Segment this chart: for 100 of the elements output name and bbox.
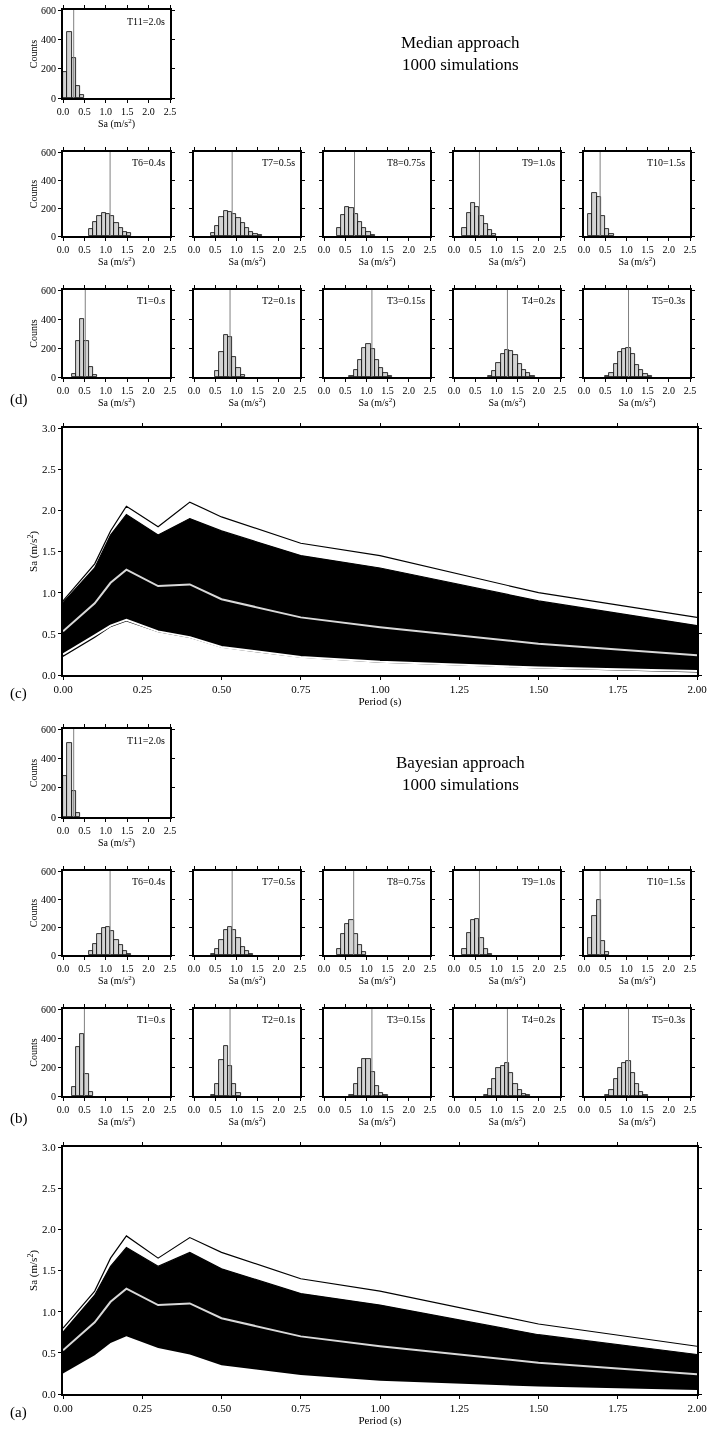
x-tick-label: 0.5: [598, 244, 612, 255]
x-tick-label: 2.0: [142, 1104, 155, 1115]
x-tick-label: 2.0: [532, 244, 546, 255]
y-tick-label: 1.0: [42, 1305, 57, 1318]
x-tick-label: 1.5: [641, 963, 654, 974]
y-tick-label: 0: [51, 1090, 56, 1102]
x-tick-label: 1.0: [360, 244, 373, 255]
x-tick-label: 0.5: [468, 963, 482, 974]
y-tick-label: 0: [51, 230, 56, 242]
x-tick-label: 0.00: [53, 683, 74, 696]
y-tick-label: 3.0: [42, 421, 57, 434]
text: (d): [10, 391, 28, 408]
x-tick-label: 1.0: [620, 244, 633, 255]
x-tick-label: 1.5: [641, 244, 654, 255]
x-tick-label: 1.5: [251, 963, 264, 974]
x-tick-label: 0.0: [187, 963, 201, 974]
x-tick-label: 0.50: [211, 683, 232, 696]
x-axis-title: Sa (m/s$^{2}$): [618, 396, 656, 410]
x-axis-title: Sa (m/s$^{2}$): [618, 974, 656, 988]
text: T2=0.1s: [262, 295, 296, 306]
x-tick-label: 1.5: [120, 825, 134, 836]
x-tick-label: 2.0: [272, 385, 286, 396]
x-axis-title: Sa (m/s$^{2}$): [618, 1115, 656, 1129]
x-tick-label: 0.25: [132, 1402, 153, 1415]
x-tick-label: 2.5: [293, 244, 307, 255]
y-tick-label: 200: [41, 782, 56, 794]
x-tick-label: 2.5: [293, 1104, 307, 1115]
x-axis-title: Sa (m/s$^{2}$): [97, 396, 136, 410]
y-axis-title: Counts: [27, 758, 39, 788]
y-tick-label: 200: [41, 342, 56, 354]
x-axis-title: Sa (m/s$^{2}$): [228, 1115, 266, 1129]
x-tick-label: 2.5: [553, 244, 567, 255]
x-tick-label: 1.5: [381, 1104, 394, 1115]
x-tick-label: 1.0: [620, 1104, 633, 1115]
text: T6=0.4s: [132, 157, 166, 168]
x-tick-label: 1.0: [99, 1104, 113, 1115]
y-tick-label: 0.5: [42, 1346, 57, 1359]
y-tick-label: 1.5: [42, 545, 57, 558]
x-tick-label: 2.5: [423, 244, 437, 255]
x-tick-label: 1.5: [120, 244, 134, 255]
x-tick-label: 1.75: [608, 1402, 628, 1415]
x-tick-label: 2.0: [142, 963, 155, 974]
x-axis-title: Sa (m/s$^{2}$): [97, 1115, 136, 1129]
x-tick-label: 1.5: [641, 1104, 654, 1115]
text: Bayesian approach 1000 simulations: [396, 753, 526, 795]
y-tick-label: 1.5: [42, 1264, 57, 1277]
y-axis-title: Counts: [27, 39, 39, 69]
y-tick-label: 2.5: [42, 1182, 57, 1195]
x-tick-label: 2.0: [662, 963, 676, 974]
x-tick-label: 0.5: [78, 825, 91, 836]
x-tick-label: 1.0: [230, 385, 243, 396]
text: T7=0.5s: [262, 157, 296, 168]
x-tick-label: 0.5: [78, 1104, 91, 1115]
x-axis-title: Sa (m/s$^{2}$): [358, 974, 396, 988]
x-tick-label: 1.5: [641, 385, 654, 396]
x-tick-label: 2.5: [423, 963, 437, 974]
y-tick-label: 2.0: [42, 504, 57, 517]
y-tick-label: 3.0: [42, 1140, 57, 1153]
x-tick-label: 0.5: [208, 963, 222, 974]
x-axis-title: Sa (m/s$^{2}$): [228, 974, 266, 988]
x-tick-label: 0.5: [338, 385, 352, 396]
x-tick-label: 1.0: [490, 963, 503, 974]
x-tick-label: 2.0: [532, 1104, 546, 1115]
text: T9=1.0s: [522, 876, 556, 887]
x-tick-label: 1.0: [490, 1104, 503, 1115]
x-tick-label: 0.5: [338, 963, 352, 974]
text: T11=2.0s: [127, 735, 165, 746]
x-tick-label: 2.5: [163, 244, 177, 255]
y-tick-label: 400: [41, 893, 56, 905]
x-tick-label: 0.5: [78, 385, 91, 396]
x-tick-label: 2.0: [272, 244, 286, 255]
x-tick-label: 1.00: [370, 1402, 391, 1415]
text: T3=0.15s: [387, 295, 426, 306]
x-axis-title: Sa (m/s$^{2}$): [488, 396, 526, 410]
x-tick-label: 1.5: [511, 244, 524, 255]
x-tick-label: 1.0: [99, 385, 113, 396]
x-tick-label: 2.0: [662, 244, 676, 255]
x-tick-label: 1.25: [449, 683, 470, 696]
x-tick-label: 2.0: [402, 963, 416, 974]
x-tick-label: 2.5: [683, 963, 697, 974]
x-tick-label: 2.00: [687, 1402, 708, 1415]
x-tick-label: 1.0: [490, 385, 503, 396]
y-tick-label: 0.0: [42, 668, 57, 681]
x-tick-label: 2.0: [662, 385, 676, 396]
text: T1=0.s: [137, 295, 166, 306]
x-tick-label: 0.00: [53, 1402, 74, 1415]
x-tick-label: 0.5: [208, 385, 222, 396]
x-axis-title: Sa (m/s$^{2}$): [97, 974, 136, 988]
x-tick-label: 1.5: [120, 1104, 134, 1115]
x-tick-label: 2.5: [293, 963, 307, 974]
x-tick-label: 0.0: [577, 963, 591, 974]
x-tick-label: 0.0: [577, 385, 591, 396]
line-series: [63, 568, 697, 657]
y-tick-label: 400: [41, 33, 56, 45]
x-tick-label: 2.5: [163, 963, 177, 974]
line-series: [63, 618, 697, 672]
text: T5=0.3s: [652, 1014, 686, 1025]
y-tick-label: 2.0: [42, 1223, 57, 1236]
x-tick-label: 0.5: [78, 244, 91, 255]
x-tick-label: 2.0: [142, 385, 155, 396]
